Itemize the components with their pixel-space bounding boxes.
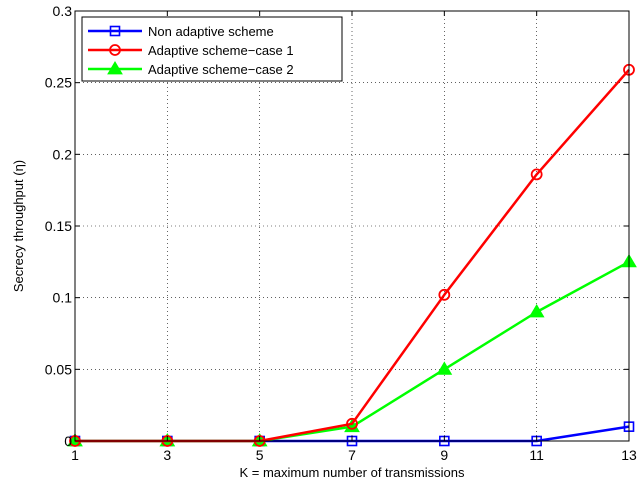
data-point — [438, 288, 451, 301]
x-axis-label: K = maximum number of transmissions — [239, 465, 465, 480]
data-point — [528, 304, 545, 318]
legend-swatch-marker — [107, 61, 123, 75]
x-tick-label: 3 — [163, 447, 171, 463]
legend-entry: Adaptive scheme−case 2 — [88, 61, 294, 77]
legend-label: Non adaptive scheme — [148, 24, 274, 39]
y-tick-label: 0.3 — [53, 3, 73, 19]
x-tick-label: 1 — [71, 447, 79, 463]
y-tick-label: 0.25 — [45, 75, 72, 91]
y-tick-label: 0 — [64, 433, 72, 449]
y-tick-label: 0.05 — [45, 361, 72, 377]
x-tick-label: 7 — [348, 447, 356, 463]
grid-lines — [75, 11, 629, 441]
legend-label: Adaptive scheme−case 2 — [148, 62, 294, 77]
legend-entry: Adaptive scheme−case 1 — [88, 43, 294, 58]
data-point — [530, 168, 543, 181]
y-axis-label: Secrecy throughput (η) — [11, 160, 26, 292]
x-tick-label: 11 — [529, 447, 544, 463]
x-tick-label: 9 — [440, 447, 448, 463]
data-point — [346, 417, 358, 430]
legend-swatch-marker — [109, 44, 121, 56]
y-tick-label: 0.2 — [53, 146, 73, 162]
y-tick-label: 0.15 — [45, 218, 72, 234]
y-tick-label: 0.1 — [53, 290, 73, 306]
legend-swatch-marker — [109, 25, 121, 37]
x-tick-label: 5 — [256, 447, 264, 463]
legend: Non adaptive scheme Adaptive scheme−case … — [81, 16, 343, 82]
legend-entry: Non adaptive scheme — [88, 24, 274, 39]
legend-label: Adaptive scheme−case 1 — [148, 43, 294, 58]
data-point — [436, 361, 453, 375]
x-tick-label: 13 — [621, 447, 637, 463]
